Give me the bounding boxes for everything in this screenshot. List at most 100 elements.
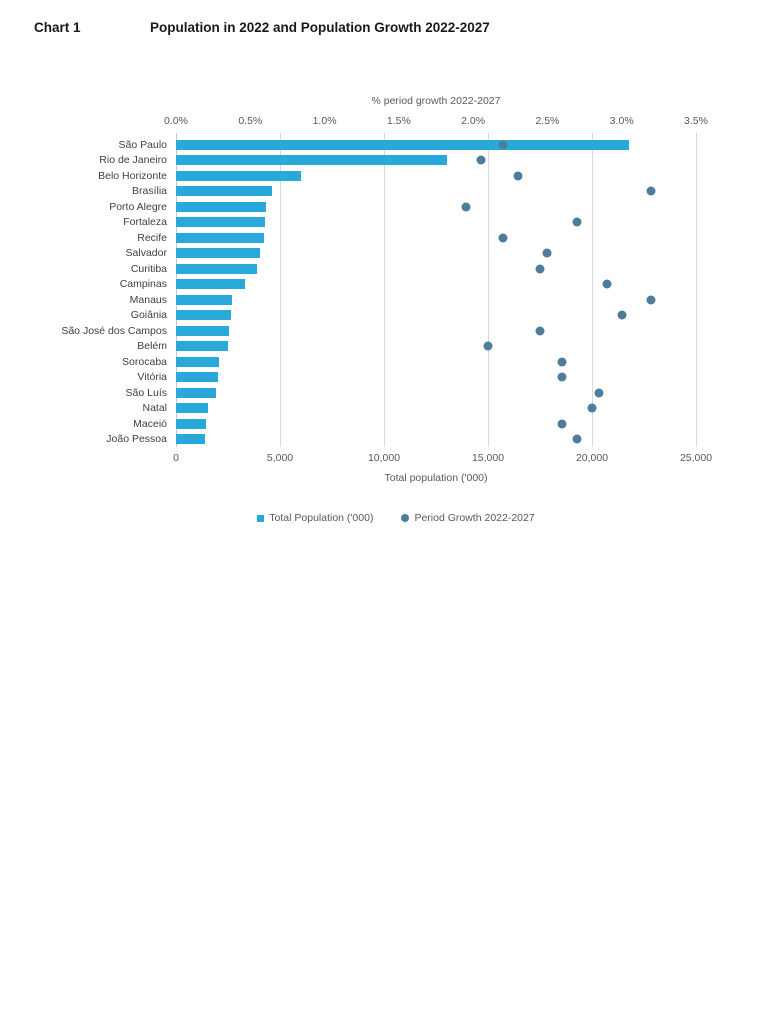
chart-row: João Pessoa: [106, 432, 696, 448]
growth-dot: [602, 279, 612, 289]
legend-item: Total Population ('000): [257, 512, 373, 524]
chart-row: Porto Alegre: [109, 199, 696, 215]
category-label: Goiânia: [130, 309, 167, 322]
category-label: Brasília: [131, 185, 167, 198]
growth-dot: [572, 434, 582, 444]
chart-row: São Paulo: [119, 137, 696, 153]
top-axis-tick-label: 2.5%: [535, 115, 560, 127]
population-bar: [176, 356, 219, 367]
population-bar: [176, 434, 206, 445]
chart-number-label: Chart 1: [34, 20, 81, 35]
category-label: Belo Horizonte: [98, 169, 167, 182]
population-bar: [176, 248, 261, 259]
population-bar: [176, 263, 258, 274]
gridline: [176, 133, 177, 447]
category-label: Rio de Janeiro: [99, 154, 167, 167]
top-axis-tick-label: 1.0%: [312, 115, 337, 127]
population-bar: [176, 387, 216, 398]
chart-row: Manaus: [130, 292, 696, 308]
top-axis-title: % period growth 2022-2027: [371, 95, 501, 107]
growth-dot: [498, 140, 508, 150]
category-label: Campinas: [119, 278, 167, 291]
population-bar: [176, 279, 245, 290]
category-label: São Luís: [125, 386, 167, 399]
category-label: Vitória: [137, 371, 167, 384]
chart-row: Salvador: [126, 246, 696, 262]
top-axis-tick-label: 0.0%: [164, 115, 188, 127]
top-axis-tick-label: 1.5%: [386, 115, 411, 127]
legend-item: Period Growth 2022-2027: [401, 512, 535, 524]
chart-row: Campinas: [120, 277, 696, 293]
growth-dot: [483, 341, 493, 351]
growth-dot: [617, 310, 627, 320]
gridline: [280, 133, 281, 447]
growth-dot: [646, 186, 656, 196]
chart-row: Brasília: [132, 184, 696, 200]
category-label: Curitiba: [130, 262, 167, 275]
bottom-axis-tick-label: 10,000: [367, 452, 401, 464]
growth-dot: [542, 248, 552, 258]
category-label: São Paulo: [118, 138, 167, 151]
category-label: Manaus: [129, 293, 167, 306]
bottom-axis-ticks: 0 5,000 10,000 15,000 20,000 25,000: [173, 452, 712, 468]
population-bar: [176, 403, 209, 414]
growth-dot: [557, 419, 567, 429]
population-bar: [176, 341, 228, 352]
legend: Total Population ('000) Period Growth 202…: [96, 512, 696, 524]
category-label: Salvador: [125, 247, 167, 260]
growth-dot: [594, 388, 604, 398]
growth-dot: [513, 171, 523, 181]
category-label: João Pessoa: [106, 433, 167, 446]
growth-dot: [476, 155, 486, 165]
chart-row: Curitiba: [131, 261, 696, 277]
bottom-axis-tick-label: 5,000: [266, 452, 294, 464]
gridline: [488, 133, 489, 447]
top-axis-tick-label: 2.0%: [461, 115, 486, 127]
gridline: [384, 133, 385, 447]
chart-row: Natal: [142, 401, 696, 417]
top-axis-tick-label: 3.0%: [609, 115, 634, 127]
growth-dot: [535, 264, 545, 274]
chart-rows: São Paulo Rio de Janeiro Belo Horizonte Bra…: [61, 137, 696, 448]
population-bar: [176, 217, 266, 228]
growth-dot: [572, 217, 582, 227]
category-label: Porto Alegre: [109, 200, 167, 213]
chart-row: Maceió: [133, 416, 696, 432]
bottom-axis-tick-label: 20,000: [575, 452, 609, 464]
legend-label: Total Population ('000): [269, 512, 374, 524]
population-bar: [176, 372, 218, 383]
chart-row: São Luís: [126, 385, 696, 401]
combo-chart: % period growth 2022-2027 0.0% 0.5% 1.0% 1.…: [36, 95, 736, 524]
category-label: São José dos Campos: [61, 324, 167, 337]
gridline: [696, 133, 697, 447]
category-label: Natal: [142, 402, 167, 415]
chart-row: Vitória: [137, 370, 696, 386]
chart-row: Belo Horizonte: [98, 168, 696, 184]
growth-dot: [557, 357, 567, 367]
chart-row: Recife: [137, 230, 696, 246]
growth-dot: [461, 202, 471, 212]
top-axis-ticks: 0.0% 0.5% 1.0% 1.5% 2.0% 2.5% 3.0% 3.5%: [164, 115, 708, 133]
legend-label: Period Growth 2022-2027: [414, 512, 535, 524]
category-label: Recife: [137, 231, 167, 244]
chart-row: Goiânia: [131, 308, 696, 324]
population-bar: [176, 170, 301, 181]
population-bar: [176, 310, 232, 321]
top-axis-tick-label: 3.5%: [684, 115, 708, 127]
chart-header: Chart 1 Population in 2022 and Population…: [34, 20, 490, 35]
bottom-axis-tick-label: 0: [173, 452, 179, 464]
growth-dot: [535, 326, 545, 336]
legend-circle-marker: [401, 514, 410, 522]
plot-area: São Paulo Rio de Janeiro Belo Horizonte Bra…: [61, 133, 697, 448]
bottom-axis-tick-label: 15,000: [471, 452, 505, 464]
category-label: Fortaleza: [123, 216, 167, 229]
growth-dot: [557, 372, 567, 382]
chart-row: Sorocaba: [122, 354, 696, 370]
bottom-axis-tick-label: 25,000: [679, 452, 713, 464]
chart-row: Belém: [137, 339, 696, 355]
population-bar: [176, 139, 630, 150]
gridline: [592, 133, 593, 447]
growth-dot: [498, 233, 508, 243]
bottom-axis-title: Total population ('000): [384, 472, 488, 484]
